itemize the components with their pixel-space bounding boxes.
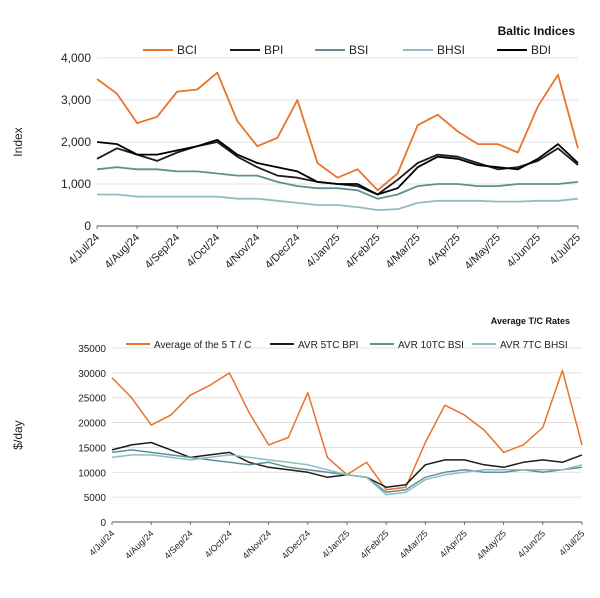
series-line-bci [96, 71, 579, 192]
series-line-avr-10tc-bsi [111, 449, 583, 493]
x-tick-label: 4/Oct/24 [184, 232, 222, 270]
y-tick-label: 3,000 [61, 93, 91, 107]
x-tick-label: 4/Jul/25 [547, 232, 583, 268]
legend-label-average-of-the-5-t-c: Average of the 5 T / C [154, 340, 251, 351]
series-line-bdi [96, 139, 579, 196]
x-tick-label: 4/Nov/24 [223, 232, 263, 272]
x-tick-label: 4/Jul/24 [66, 232, 102, 268]
x-tick-label: 4/May/25 [475, 528, 508, 561]
x-tick-label: 4/Sep/24 [162, 528, 195, 561]
y-tick-label: 4,000 [61, 51, 91, 65]
y-tick-label: 1,000 [61, 177, 91, 191]
x-tick-label: 4/Nov/24 [241, 528, 274, 561]
x-tick-label: 4/Sep/24 [143, 232, 183, 272]
legend-label-bsi: BSI [349, 43, 368, 57]
x-tick-label: 4/Apr/25 [425, 232, 463, 270]
x-tick-label: 4/Aug/24 [123, 528, 156, 561]
x-tick-label: 4/Mar/25 [384, 232, 423, 271]
x-tick-label: 4/Oct/24 [203, 528, 234, 559]
y-tick-label: 15000 [78, 443, 106, 454]
x-tick-label: 4/Aug/24 [103, 232, 143, 272]
x-tick-label: 4/Dec/24 [280, 528, 313, 561]
legend-label-bpi: BPI [264, 43, 283, 57]
y-tick-label: 30000 [78, 369, 106, 380]
legend-label-bdi: BDI [531, 43, 551, 57]
legend-label-avr-10tc-bsi: AVR 10TC BSI [398, 340, 464, 351]
x-tick-label: 4/Jul/25 [557, 528, 586, 557]
x-tick-label: 4/Jan/25 [304, 232, 342, 270]
y-tick-label: 25000 [78, 394, 106, 405]
y-tick-label: 0 [100, 518, 106, 529]
y-tick-label: 0 [84, 219, 91, 233]
x-tick-label: 4/Jun/25 [516, 528, 547, 559]
average-tc-rates-chart: Average T/C Rates $/day 0 5000 10000 15000 200… [11, 316, 586, 562]
y-tick-label: 20000 [78, 419, 106, 430]
x-tick-label: 4/Jul/24 [87, 528, 116, 557]
y-tick-label: 2,000 [61, 135, 91, 149]
legend-label-bhsi: BHSI [437, 43, 465, 57]
x-tick-label: 4/Feb/25 [344, 232, 383, 271]
x-tick-label: 4/Apr/25 [438, 528, 469, 559]
y-axis-label: Index [11, 127, 25, 156]
x-tick-label: 4/Jun/25 [505, 232, 543, 270]
series-line-bsi [96, 166, 579, 200]
baltic-indices-chart: Baltic Indices Index 0 1,000 2,000 3,000 4,000… [11, 24, 583, 272]
y-tick-label: 35000 [78, 344, 106, 355]
y-tick-label: 10000 [78, 468, 106, 479]
series-line-bhsi [97, 193, 579, 211]
x-tick-label: 4/May/25 [462, 232, 502, 272]
x-tick-label: 4/Feb/25 [358, 528, 390, 560]
chart-title: Baltic Indices [498, 24, 576, 38]
y-axis-label: $/day [11, 420, 25, 449]
y-tick-label: 5000 [84, 493, 107, 504]
legend-label-avr-7tc-bhsi: AVR 7TC BHSI [500, 340, 568, 351]
legend-label-bci: BCI [177, 43, 197, 57]
x-tick-label: 4/Mar/25 [398, 528, 430, 560]
x-tick-label: 4/Jan/25 [320, 528, 351, 559]
x-tick-label: 4/Dec/24 [263, 232, 303, 272]
series-line-avr-7tc-bhsi [111, 454, 583, 496]
chart-title: Average T/C Rates [491, 316, 570, 326]
legend-label-avr-5tc-bpi: AVR 5TC BPI [298, 340, 358, 351]
